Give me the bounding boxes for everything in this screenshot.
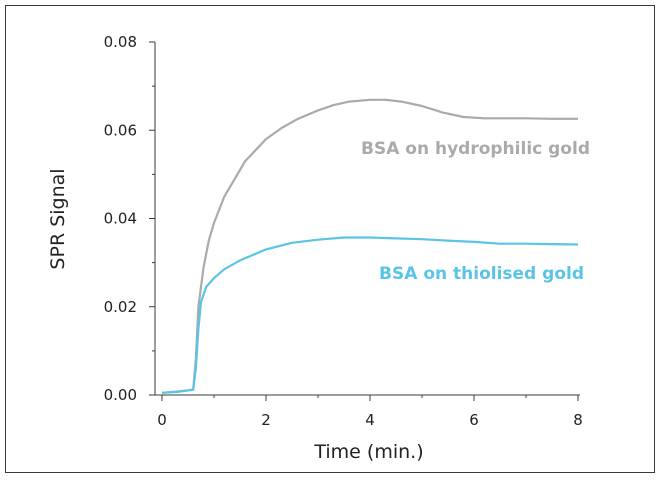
x-tick-label: 8 xyxy=(573,411,583,429)
x-tick-label: 6 xyxy=(469,411,479,429)
series-line-thiolised-gold xyxy=(161,236,579,394)
series-line-hydrophilic-gold xyxy=(161,98,578,394)
y-tick-label: 0.00 xyxy=(104,386,137,404)
series-labels: BSA on hydrophilic gold BSA on thiolised … xyxy=(361,139,590,284)
series-lines xyxy=(161,98,579,394)
x-axis-title: Time (min.) xyxy=(313,441,423,463)
series-label-hydrophilic-gold: BSA on hydrophilic gold xyxy=(361,139,590,159)
x-tick-label: 2 xyxy=(261,411,271,429)
y-axis-ticks: 0.00 0.02 0.04 0.06 0.08 xyxy=(104,33,155,404)
y-tick-label: 0.06 xyxy=(104,121,137,139)
x-tick-label: 4 xyxy=(365,411,375,429)
y-axis-title: SPR Signal xyxy=(47,168,69,269)
y-tick-label: 0.04 xyxy=(104,210,137,228)
y-tick-label: 0.02 xyxy=(104,298,137,316)
axes: 0.00 0.02 0.04 0.06 0.08 0 2 4 6 8 xyxy=(104,33,583,429)
series-label-thiolised-gold: BSA on thiolised gold xyxy=(379,264,584,284)
x-tick-label: 0 xyxy=(157,411,167,429)
y-tick-label: 0.08 xyxy=(104,33,137,51)
x-axis-ticks: 0 2 4 6 8 xyxy=(157,395,583,429)
